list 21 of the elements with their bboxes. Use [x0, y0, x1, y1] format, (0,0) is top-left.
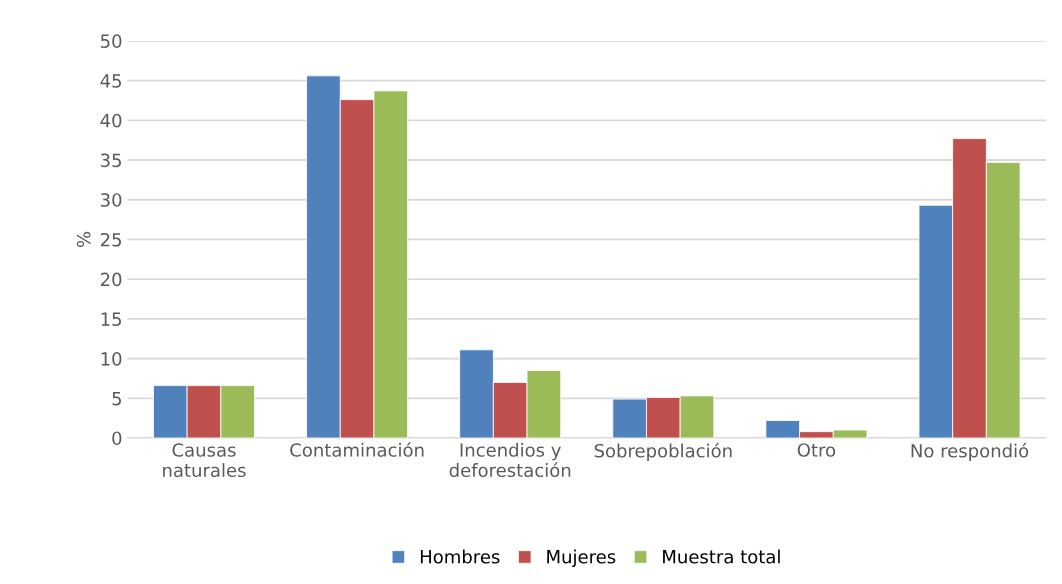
y-tick-label: 5: [112, 391, 121, 406]
y-tick-label: 0: [112, 431, 122, 446]
x-tick-label: Causas naturales: [163, 443, 246, 478]
y-tick-label: 10: [101, 352, 122, 366]
y-tick-label: 50: [101, 34, 122, 48]
x-tick-label: Sobrepoblación: [594, 442, 732, 462]
legend-label: Muestra total: [663, 549, 780, 564]
y-tick-label: 30: [100, 193, 122, 207]
y-tick-label: 15: [101, 312, 121, 326]
y-tick-label: 20: [100, 272, 122, 287]
y-axis-title: %: [76, 231, 91, 248]
y-tick-label: 25: [100, 232, 121, 247]
y-tick-label: 40: [100, 113, 122, 128]
x-tick-label: No respondió: [911, 442, 1029, 462]
x-tick-label: Contaminación: [290, 442, 424, 457]
x-tick-label: Otro: [797, 443, 836, 457]
y-tick-label: 35: [100, 153, 121, 168]
legend-label: Hombres: [420, 549, 500, 564]
x-tick-label: Incendios y deforestación: [449, 442, 571, 478]
legend-label: Mujeres: [547, 549, 616, 568]
y-tick-label: 45: [100, 74, 121, 88]
